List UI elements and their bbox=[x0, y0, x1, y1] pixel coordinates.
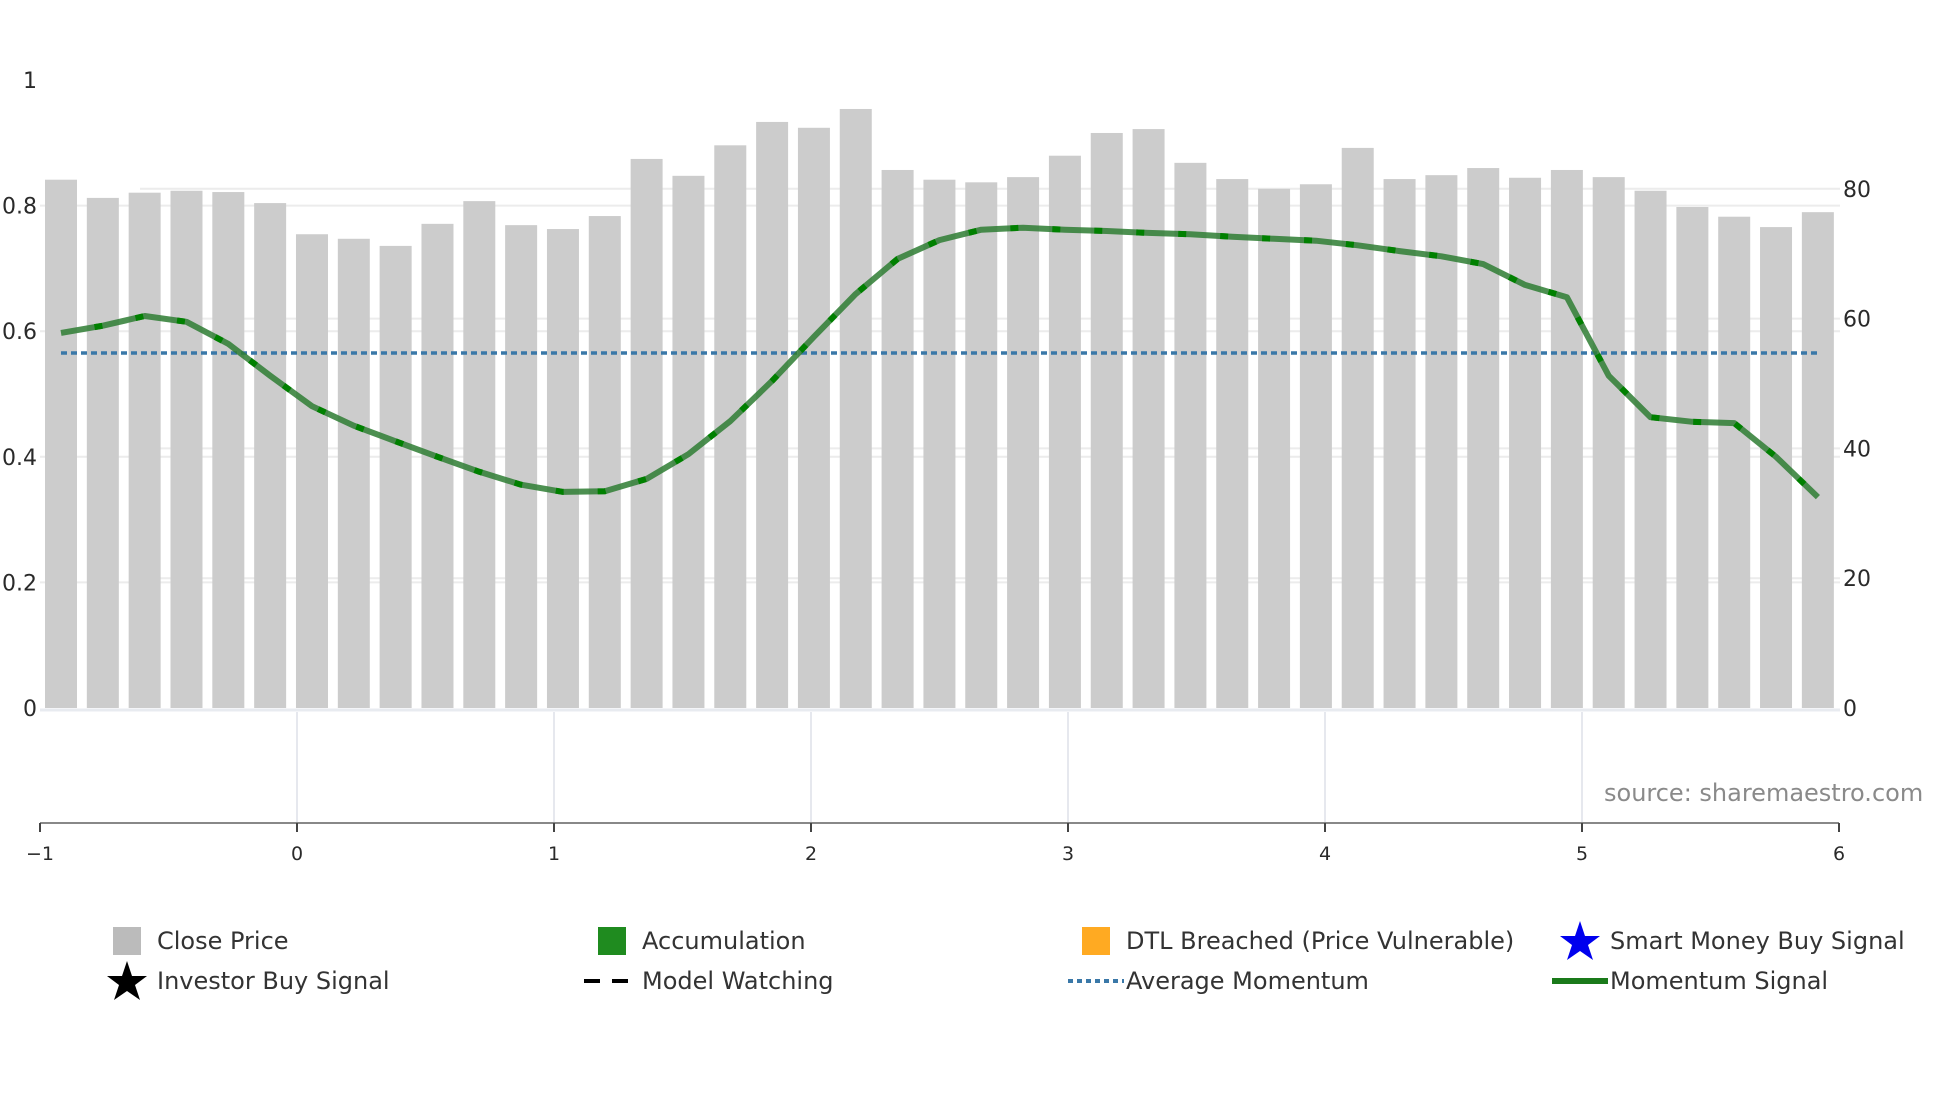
left-axis-tick-label: 0.6 bbox=[2, 320, 37, 345]
close-price-bar bbox=[86, 197, 119, 709]
left-axis-tick-label: 0.4 bbox=[2, 446, 37, 471]
legend-item-momentum-signal: Momentum Signal bbox=[1550, 962, 1828, 1000]
legend-label: Model Watching bbox=[642, 967, 834, 995]
right-axis-tick-label: 0 bbox=[1843, 697, 1857, 722]
close-price-bar bbox=[797, 127, 830, 708]
x-axis-tick-label: 4 bbox=[1319, 843, 1331, 865]
close-price-bar bbox=[421, 223, 454, 708]
close-price-bar bbox=[254, 203, 287, 708]
close-price-bar bbox=[1048, 155, 1081, 709]
close-price-bar bbox=[756, 121, 789, 708]
close-price-bar bbox=[337, 238, 370, 708]
close-price-bar bbox=[1634, 190, 1667, 708]
close-price-bar bbox=[45, 179, 77, 709]
close-price-bar bbox=[839, 108, 872, 708]
close-price-bar bbox=[1341, 147, 1374, 709]
close-price-bar bbox=[965, 182, 998, 708]
dashed-line-icon bbox=[582, 962, 642, 1000]
legend-label: Accumulation bbox=[642, 927, 806, 955]
close-price-bar bbox=[295, 234, 328, 709]
close-price-bar bbox=[463, 201, 496, 709]
x-axis-tick-label: 3 bbox=[1062, 843, 1074, 865]
close-price-bar bbox=[505, 225, 538, 709]
close-price-bar bbox=[630, 158, 663, 709]
close-price-bars bbox=[45, 108, 1834, 709]
close-price-bar bbox=[1174, 162, 1207, 709]
legend-label: Momentum Signal bbox=[1610, 967, 1829, 995]
x-axis-tick-label: −1 bbox=[26, 843, 54, 865]
right-axis-tick-label: 60 bbox=[1843, 308, 1871, 333]
close-price-bar bbox=[1090, 132, 1123, 709]
chart-plot-area: 0 0.2 0.4 0.6 0.8 1 0 20 40 60 80 −1 0 1 2 3 4 5 6 sourc… bbox=[2, 69, 1923, 865]
close-price-bar bbox=[1258, 188, 1291, 709]
right-y-axis: 0 20 40 60 80 bbox=[1843, 178, 1871, 722]
close-price-bar bbox=[1299, 184, 1332, 708]
legend-item-average-momentum: Average Momentum bbox=[1066, 962, 1369, 1000]
close-price-bar bbox=[128, 192, 161, 709]
x-axis-tick-label: 5 bbox=[1576, 843, 1588, 865]
legend-label: Average Momentum bbox=[1126, 967, 1369, 995]
legend-label: Close Price bbox=[157, 927, 289, 955]
close-price-bar bbox=[1216, 179, 1249, 708]
x-axis-tick-label: 6 bbox=[1833, 843, 1845, 865]
x-axis-tick-label: 0 bbox=[291, 843, 303, 865]
close-price-bar bbox=[672, 175, 705, 708]
close-price-bar bbox=[1509, 177, 1542, 709]
legend-label: Investor Buy Signal bbox=[157, 967, 390, 995]
dotted-line-icon bbox=[1066, 962, 1126, 1000]
x-axis-tick-label: 2 bbox=[805, 843, 817, 865]
legend-item-dtl-breached: DTL Breached (Price Vulnerable) bbox=[1066, 922, 1514, 960]
legend-item-model-watching: Model Watching bbox=[582, 962, 834, 1000]
blue-star-icon bbox=[1550, 921, 1610, 960]
source-annotation: source: sharemaestro.com bbox=[1604, 779, 1923, 807]
x-axis-tick-label: 1 bbox=[548, 843, 560, 865]
right-axis-tick-label: 20 bbox=[1843, 567, 1871, 592]
left-axis-tick-label: 0.2 bbox=[2, 571, 37, 596]
left-y-axis: 0 0.2 0.4 0.6 0.8 1 bbox=[2, 69, 37, 722]
right-axis-tick-label: 80 bbox=[1843, 178, 1871, 203]
black-star-icon bbox=[97, 961, 157, 1000]
close-price-bar bbox=[1550, 169, 1583, 708]
close-price-bar bbox=[1592, 177, 1625, 709]
square-swatch-icon bbox=[582, 922, 642, 960]
close-price-bar bbox=[1801, 212, 1834, 708]
legend-item-accumulation: Accumulation bbox=[582, 922, 806, 960]
close-price-bar bbox=[1676, 206, 1709, 709]
left-axis-tick-label: 0 bbox=[23, 697, 37, 722]
legend-label: DTL Breached (Price Vulnerable) bbox=[1126, 927, 1515, 955]
legend-label: Smart Money Buy Signal bbox=[1610, 927, 1905, 955]
close-price-bar bbox=[1132, 129, 1165, 709]
x-axis: −1 0 1 2 3 4 5 6 bbox=[26, 712, 1845, 865]
close-price-bar bbox=[1718, 216, 1751, 708]
left-axis-tick-label: 0.8 bbox=[2, 195, 37, 220]
close-price-bar bbox=[1007, 177, 1040, 709]
legend-item-close-price: Close Price bbox=[97, 922, 289, 960]
legend-item-investor-buy: Investor Buy Signal bbox=[97, 961, 390, 1000]
close-price-bar bbox=[212, 192, 245, 709]
close-price-bar bbox=[1467, 168, 1500, 709]
momentum-lines bbox=[60, 224, 1820, 500]
square-swatch-icon bbox=[1066, 922, 1126, 960]
close-price-bar bbox=[546, 229, 579, 708]
momentum-signal-line bbox=[60, 224, 1820, 500]
close-price-bar bbox=[379, 245, 412, 709]
close-price-bar bbox=[1383, 179, 1416, 708]
legend: Close Price Accumulation DTL Breached (P… bbox=[0, 918, 1960, 1008]
right-axis-tick-label: 40 bbox=[1843, 437, 1871, 462]
solid-line-icon bbox=[1550, 962, 1610, 1000]
close-price-bar bbox=[1425, 175, 1458, 708]
legend-item-smart-money-buy: Smart Money Buy Signal bbox=[1550, 921, 1905, 960]
square-swatch-icon bbox=[97, 922, 157, 960]
close-price-bar bbox=[170, 190, 203, 708]
close-price-bar bbox=[923, 179, 956, 709]
left-axis-tick-label: 1 bbox=[23, 69, 37, 94]
close-price-bar bbox=[588, 216, 621, 709]
